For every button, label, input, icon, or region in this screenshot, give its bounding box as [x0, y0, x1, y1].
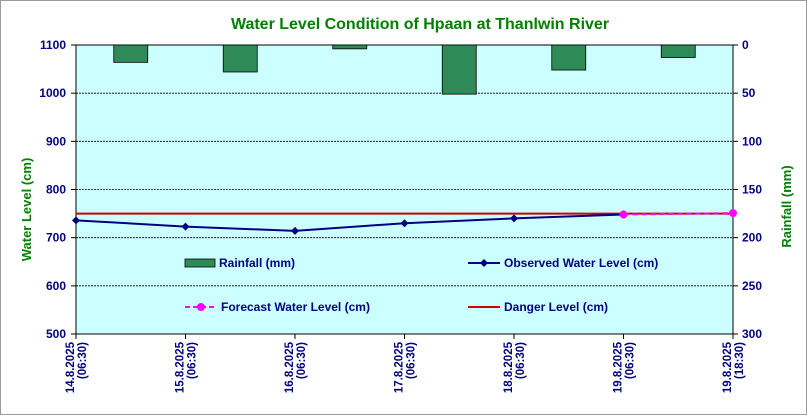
data-point	[291, 226, 299, 235]
y-tick-label: 700	[46, 231, 66, 245]
rainfall-bar	[113, 44, 149, 63]
rainfall-bar	[222, 44, 258, 73]
series-line	[75, 213, 624, 232]
x-tick-label: 19.8.2025(06:30)	[613, 341, 637, 393]
right-axis-ticks: 0 50 100 150 200 250 300	[742, 38, 762, 341]
x-tick-label: 14.8.2025(06:30)	[65, 341, 89, 393]
y-tick-label: 1100	[40, 38, 66, 52]
axes	[71, 44, 738, 339]
y-axis-title: Water Level (cm)	[19, 158, 34, 262]
y2-tick-label: 300	[742, 327, 762, 341]
x-axis-ticks: 14.8.2025(06:30) 15.8.2025(06:30) 16.8.202…	[65, 341, 746, 393]
data-point	[181, 222, 190, 231]
x-tick-label: 19.8.2025(18:30)	[722, 341, 746, 393]
y2-tick-label: 150	[742, 183, 762, 197]
legend-label: Forecast Water Level (cm)	[221, 300, 370, 314]
y2-tick-label: 100	[742, 134, 762, 148]
y-tick-label: 1000	[39, 86, 66, 100]
rainfall-bar	[332, 44, 368, 50]
rainfall-bar	[441, 44, 477, 95]
y2-tick-label: 50	[742, 86, 756, 100]
data-point	[729, 209, 737, 218]
legend-label: Danger Level (cm)	[504, 300, 608, 314]
legend-item: Danger Level (cm)	[468, 300, 608, 314]
x-tick-label: 17.8.2025(06:30)	[394, 341, 418, 393]
rainfall-bar	[551, 44, 587, 71]
x-tick-label: 16.8.2025(06:30)	[284, 341, 308, 393]
y-tick-label: 800	[46, 183, 66, 197]
legend-item: Rainfall (mm)	[184, 256, 295, 270]
gridlines	[76, 44, 733, 287]
legend-item: Observed Water Level (cm)	[468, 256, 658, 270]
y2-tick-label: 250	[742, 279, 762, 293]
rainfall-bars	[113, 44, 696, 95]
rainfall-bar	[660, 44, 696, 58]
y-tick-label: 500	[46, 327, 66, 341]
water-level-lines	[72, 209, 737, 235]
data-point	[619, 210, 628, 219]
legend: Rainfall (mm) Observed Water Level (cm) Fo…	[184, 256, 658, 314]
x-tick-label: 15.8.2025(06:30)	[175, 341, 199, 393]
data-point	[400, 219, 409, 228]
y2-tick-label: 0	[742, 38, 749, 52]
y2-axis-title: Rainfall (mm)	[779, 165, 794, 247]
data-point	[72, 216, 80, 225]
legend-label: Observed Water Level (cm)	[504, 256, 658, 270]
x-tick-label: 18.8.2025(06:30)	[503, 341, 527, 393]
y2-tick-label: 200	[742, 231, 762, 245]
data-point	[510, 214, 518, 223]
y-tick-label: 600	[46, 279, 66, 293]
series-line	[623, 212, 734, 216]
chart-title: Water Level Condition of Hpaan at Thanlw…	[231, 16, 609, 33]
left-axis-ticks: 500 600 700 800 900 1000 1100	[39, 38, 66, 341]
legend-item: Forecast Water Level (cm)	[185, 300, 370, 314]
legend-label: Rainfall (mm)	[219, 256, 295, 270]
y-tick-label: 900	[46, 134, 66, 148]
